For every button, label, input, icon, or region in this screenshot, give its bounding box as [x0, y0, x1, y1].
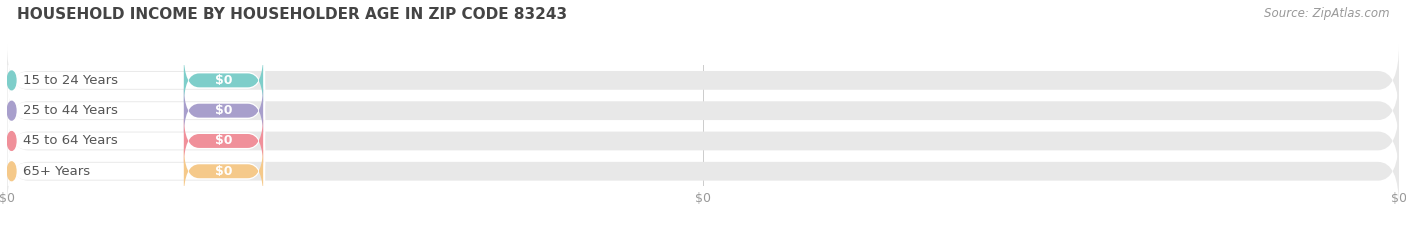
FancyBboxPatch shape: [7, 49, 266, 111]
Text: $0: $0: [215, 134, 232, 147]
Text: $0: $0: [215, 165, 232, 178]
FancyBboxPatch shape: [7, 135, 1399, 207]
Text: Source: ZipAtlas.com: Source: ZipAtlas.com: [1264, 7, 1389, 20]
Circle shape: [7, 162, 15, 181]
FancyBboxPatch shape: [184, 54, 263, 107]
FancyBboxPatch shape: [7, 80, 266, 142]
Circle shape: [7, 71, 15, 90]
FancyBboxPatch shape: [7, 140, 266, 202]
FancyBboxPatch shape: [184, 115, 263, 167]
FancyBboxPatch shape: [7, 110, 266, 172]
Circle shape: [7, 101, 15, 120]
Text: 15 to 24 Years: 15 to 24 Years: [22, 74, 118, 87]
Text: $0: $0: [215, 74, 232, 87]
FancyBboxPatch shape: [184, 84, 263, 137]
Text: 45 to 64 Years: 45 to 64 Years: [22, 134, 118, 147]
FancyBboxPatch shape: [7, 44, 1399, 116]
Circle shape: [7, 132, 15, 150]
FancyBboxPatch shape: [7, 75, 1399, 147]
FancyBboxPatch shape: [7, 105, 1399, 177]
FancyBboxPatch shape: [184, 145, 263, 198]
Text: HOUSEHOLD INCOME BY HOUSEHOLDER AGE IN ZIP CODE 83243: HOUSEHOLD INCOME BY HOUSEHOLDER AGE IN Z…: [17, 7, 567, 22]
Text: 65+ Years: 65+ Years: [22, 165, 90, 178]
Text: 25 to 44 Years: 25 to 44 Years: [22, 104, 118, 117]
Text: $0: $0: [215, 104, 232, 117]
